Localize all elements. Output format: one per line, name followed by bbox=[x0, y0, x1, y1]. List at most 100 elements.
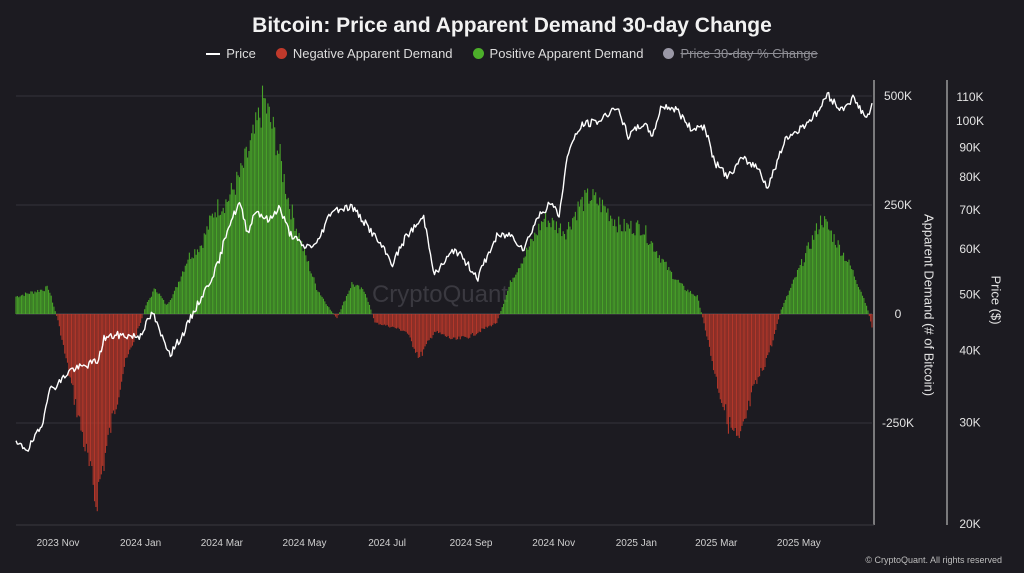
positive-demand-bar bbox=[629, 228, 631, 314]
positive-demand-bar bbox=[167, 303, 169, 314]
positive-demand-bar bbox=[153, 288, 155, 314]
negative-demand-bar bbox=[711, 314, 713, 362]
legend-item-price[interactable]: Price bbox=[206, 46, 256, 61]
negative-demand-bar bbox=[333, 314, 335, 315]
negative-demand-bar bbox=[402, 314, 404, 331]
negative-demand-bar bbox=[467, 314, 469, 339]
positive-demand-bar bbox=[664, 261, 666, 314]
positive-demand-bar bbox=[695, 296, 697, 314]
positive-demand-bar bbox=[316, 290, 318, 314]
positive-demand-bar bbox=[301, 240, 303, 314]
negative-demand-bar bbox=[396, 314, 398, 329]
negative-demand-bar bbox=[714, 314, 716, 374]
positive-demand-bar bbox=[608, 221, 610, 314]
negative-demand-bar bbox=[378, 314, 380, 325]
positive-demand-bar bbox=[504, 299, 506, 314]
positive-demand-bar bbox=[610, 215, 612, 314]
positive-demand-bar bbox=[320, 295, 322, 314]
positive-demand-bar bbox=[577, 201, 579, 314]
negative-demand-bar bbox=[471, 314, 473, 333]
positive-demand-bar bbox=[550, 227, 552, 314]
positive-demand-bar bbox=[324, 301, 326, 314]
positive-demand-bar bbox=[618, 216, 620, 314]
negative-demand-bar bbox=[114, 314, 116, 415]
positive-demand-bar bbox=[642, 234, 644, 314]
negative-demand-bar bbox=[137, 314, 139, 329]
negative-demand-bar bbox=[488, 314, 490, 327]
positive-demand-bar bbox=[545, 211, 547, 314]
positive-demand-bar bbox=[299, 243, 301, 314]
legend-label-price-change: Price 30-day % Change bbox=[680, 46, 818, 61]
positive-demand-bar bbox=[647, 244, 650, 314]
positive-demand-bar bbox=[619, 224, 621, 314]
positive-demand-bar bbox=[810, 248, 812, 314]
positive-demand-bar bbox=[266, 113, 268, 314]
positive-demand-bar bbox=[599, 197, 601, 314]
positive-demand-bar bbox=[802, 266, 804, 314]
legend-item-positive-demand[interactable]: Positive Apparent Demand bbox=[472, 46, 643, 61]
negative-demand-bar bbox=[498, 314, 501, 315]
legend-item-price-change[interactable]: Price 30-day % Change bbox=[663, 46, 818, 61]
positive-demand-bar bbox=[318, 292, 320, 314]
negative-demand-bar bbox=[475, 314, 478, 335]
positive-demand-bar bbox=[612, 225, 614, 314]
negative-demand-bar bbox=[65, 314, 67, 359]
negative-demand-bar bbox=[421, 314, 423, 356]
negative-demand-bar bbox=[719, 314, 721, 400]
positive-demand-bar bbox=[845, 260, 847, 314]
x-tick-label: 2024 Nov bbox=[532, 538, 575, 549]
negative-demand-bar bbox=[442, 314, 444, 335]
positive-demand-bar bbox=[824, 216, 826, 314]
positive-demand-bar bbox=[513, 277, 515, 314]
legend-item-negative-demand[interactable]: Negative Apparent Demand bbox=[275, 46, 453, 61]
positive-demand-bar bbox=[622, 231, 624, 314]
positive-demand-bar bbox=[233, 189, 235, 314]
positive-demand-bar bbox=[282, 182, 284, 314]
positive-demand-bar bbox=[267, 103, 269, 314]
positive-demand-bar bbox=[163, 299, 165, 314]
negative-demand-bar bbox=[119, 314, 121, 390]
positive-demand-bar bbox=[173, 290, 176, 314]
negative-demand-bar bbox=[760, 314, 762, 368]
positive-demand-bar bbox=[164, 303, 166, 314]
negative-demand-bar bbox=[773, 314, 776, 335]
negative-demand-bar bbox=[493, 314, 495, 324]
positive-demand-bar bbox=[526, 247, 528, 314]
positive-demand-bar bbox=[638, 224, 640, 314]
positive-demand-bar bbox=[349, 288, 352, 314]
negative-demand-bar bbox=[450, 314, 452, 340]
positive-demand-bar bbox=[784, 299, 786, 314]
positive-demand-bar bbox=[654, 251, 656, 314]
positive-demand-bar bbox=[794, 277, 796, 314]
negative-demand-bar bbox=[494, 314, 497, 324]
negative-demand-bar bbox=[438, 314, 440, 334]
positive-demand-bar bbox=[253, 133, 255, 314]
positive-demand-bar bbox=[809, 248, 811, 314]
positive-demand-bar bbox=[555, 221, 557, 314]
negative-demand-bar bbox=[480, 314, 482, 333]
positive-demand-bar bbox=[360, 287, 362, 314]
positive-demand-bar bbox=[515, 274, 517, 314]
positive-demand-bar bbox=[795, 276, 797, 314]
positive-demand-bar bbox=[210, 215, 212, 314]
negative-demand-bar bbox=[777, 314, 780, 320]
positive-demand-bar bbox=[226, 202, 228, 314]
positive-demand-bar bbox=[348, 290, 350, 314]
positive-demand-bar bbox=[47, 289, 50, 314]
negative-demand-bar bbox=[458, 314, 460, 337]
positive-demand-bar bbox=[527, 249, 529, 314]
positive-demand-bar bbox=[634, 235, 636, 314]
positive-demand-bar bbox=[806, 245, 808, 314]
negative-demand-bar bbox=[405, 314, 407, 332]
positive-demand-bar bbox=[852, 270, 854, 314]
positive-demand-bar bbox=[566, 229, 568, 314]
negative-demand-bar bbox=[412, 314, 414, 348]
positive-demand-bar bbox=[222, 207, 224, 314]
positive-demand-bar bbox=[306, 261, 308, 314]
positive-demand-bar bbox=[657, 257, 659, 314]
negative-demand-bar bbox=[435, 314, 437, 333]
negative-demand-bar bbox=[722, 314, 724, 407]
negative-demand-bar bbox=[110, 314, 112, 433]
positive-demand-bar bbox=[343, 301, 345, 314]
positive-demand-bar bbox=[308, 261, 310, 314]
